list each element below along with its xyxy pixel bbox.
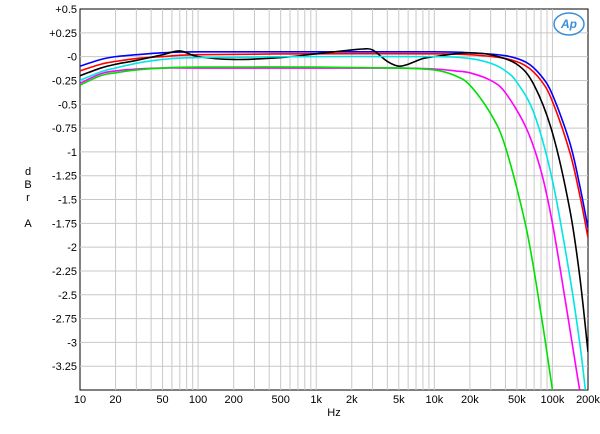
y-tick-label: -1.5: [58, 195, 77, 207]
series-line: [80, 47, 588, 352]
x-tick-label: 10k: [425, 394, 443, 406]
x-tick-label: 5k: [393, 394, 405, 406]
y-tick-label: -1.25: [52, 171, 77, 183]
x-tick-label: 500: [271, 394, 289, 406]
x-tick-label: 20: [109, 394, 121, 406]
series-line: [80, 66, 554, 390]
x-tick-label: 20k: [461, 394, 479, 406]
series-line: [80, 52, 588, 238]
y-tick-label: -2.5: [58, 290, 77, 302]
y-tick-label: -1: [67, 147, 77, 159]
y-tick-label: -2.25: [52, 266, 77, 278]
x-tick-label: 100k: [541, 394, 565, 406]
x-tick-labels: 10 20 50 100 200 500 1k 2k 5k 10k 20k 50k 100k 200k: [74, 394, 600, 406]
series-line: [80, 50, 588, 229]
x-tick-label: 100: [189, 394, 207, 406]
y-tick-label: +0.5: [55, 4, 77, 16]
y-tick-label: -0.75: [52, 123, 77, 135]
ap-logo-badge: [553, 12, 585, 36]
ap-logo-text: Ap: [560, 17, 577, 31]
y-axis-label-letter: d: [25, 166, 31, 178]
y-axis-label: dBr A: [24, 166, 32, 230]
x-tick-label: 10: [74, 394, 86, 406]
y-tick-label: -3: [67, 337, 77, 349]
x-tick-label: 200: [224, 394, 242, 406]
x-tick-label: 1k: [310, 394, 322, 406]
y-tick-label: +0.25: [49, 28, 77, 40]
y-tick-label: -0.25: [52, 75, 77, 87]
y-tick-label: -0.5: [58, 99, 77, 111]
y-axis-label-letter: B: [24, 179, 31, 191]
x-tick-label: 50: [156, 394, 168, 406]
x-tick-label: 200k: [576, 394, 600, 406]
x-axis-label: Hz: [327, 407, 340, 419]
series-line: [80, 67, 581, 390]
data-series-group: [80, 47, 588, 390]
y-tick-label: -2.75: [52, 314, 77, 326]
y-tick-label: -1.75: [52, 218, 77, 230]
x-tick-label: 2k: [346, 394, 358, 406]
x-tick-label: 50k: [508, 394, 526, 406]
y-axis-label-letter: r: [26, 192, 30, 204]
y-tick-label: -2: [67, 242, 77, 254]
y-tick-labels: +0.5 +0.25 -0 -0.25 -0.5 -0.75 -1 -1.25 -1.5 -1.7…: [49, 4, 77, 373]
y-tick-label: -3.25: [52, 361, 77, 373]
ap-logo: Ap: [553, 12, 585, 36]
y-axis-label-letter: A: [24, 218, 32, 230]
series-line: [80, 55, 587, 390]
y-tick-label: -0: [67, 52, 77, 64]
